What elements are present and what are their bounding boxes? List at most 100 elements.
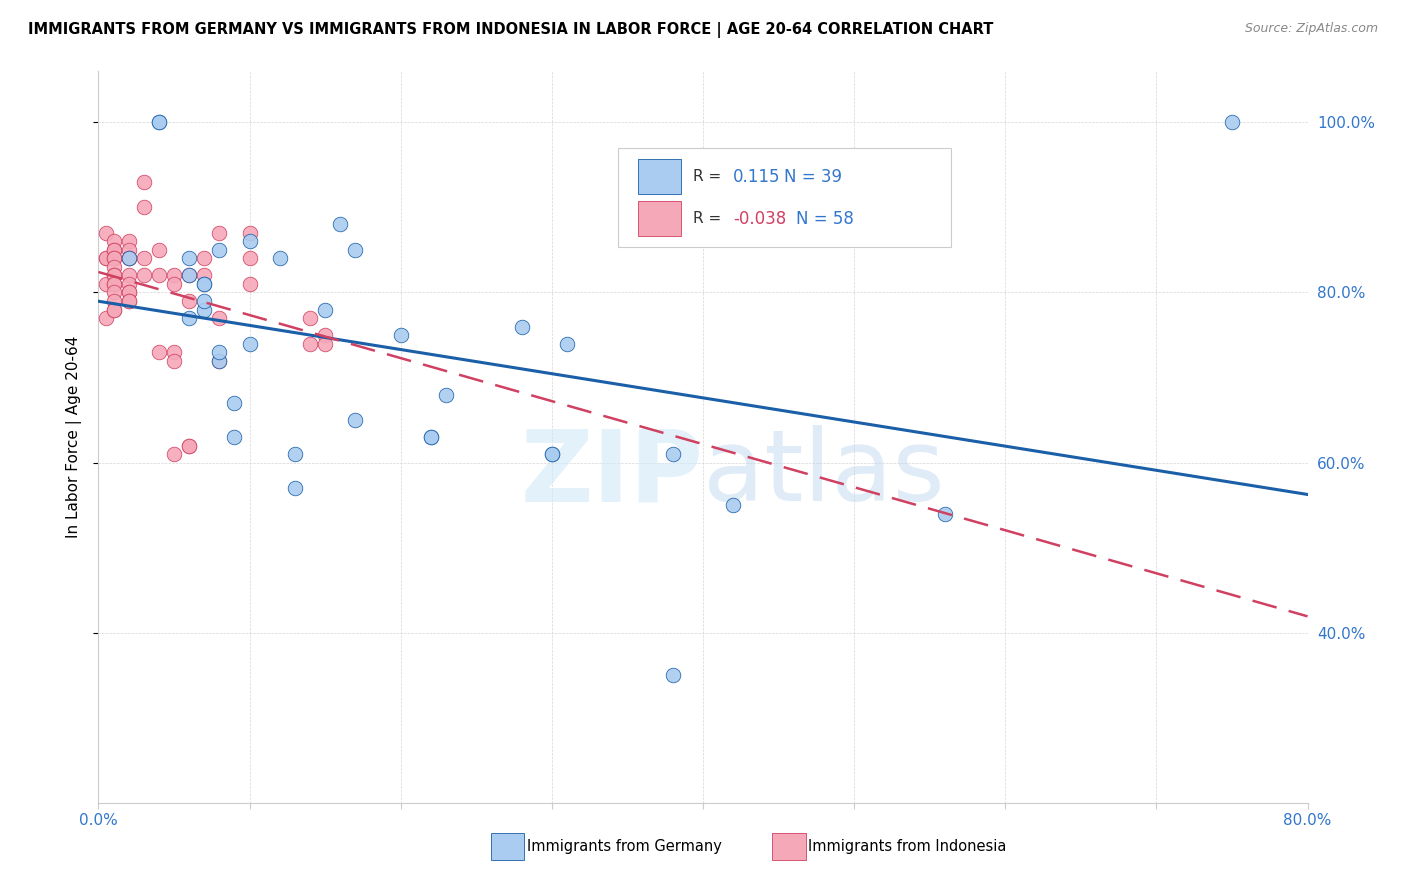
Point [163, 345, 186, 359]
Point [179, 439, 201, 453]
Point [299, 311, 322, 326]
Point [661, 668, 683, 682]
Point [299, 336, 322, 351]
Point [344, 413, 367, 427]
Text: ZIP: ZIP [520, 425, 703, 522]
Text: Source: ZipAtlas.com: Source: ZipAtlas.com [1244, 22, 1378, 36]
Point [118, 252, 141, 266]
Point [103, 252, 125, 266]
Point [179, 268, 201, 283]
Point [103, 285, 125, 300]
Point [118, 268, 141, 283]
Point [179, 293, 201, 308]
Point [103, 243, 125, 257]
Point [103, 293, 125, 308]
Point [179, 439, 201, 453]
Point [103, 268, 125, 283]
Text: Immigrants from Indonesia: Immigrants from Indonesia [808, 839, 1007, 854]
FancyBboxPatch shape [638, 159, 682, 194]
Point [132, 252, 155, 266]
Point [94, 226, 117, 240]
Point [193, 252, 215, 266]
Point [934, 507, 956, 521]
Point [239, 277, 262, 291]
Text: R =: R = [693, 211, 727, 226]
Point [389, 328, 412, 343]
Y-axis label: In Labor Force | Age 20-64: In Labor Force | Age 20-64 [66, 336, 83, 538]
Point [208, 353, 231, 368]
Text: 0.115: 0.115 [734, 168, 780, 186]
Point [118, 277, 141, 291]
Point [420, 430, 443, 444]
Point [103, 260, 125, 274]
Point [103, 277, 125, 291]
Point [510, 319, 533, 334]
Point [314, 328, 336, 343]
Point [148, 115, 170, 129]
Point [103, 302, 125, 317]
Point [723, 498, 745, 512]
Point [193, 268, 215, 283]
Point [208, 353, 231, 368]
Point [179, 311, 201, 326]
Point [118, 235, 141, 249]
Point [132, 268, 155, 283]
Text: N = 58: N = 58 [796, 210, 853, 227]
FancyBboxPatch shape [619, 148, 950, 247]
Point [208, 345, 231, 359]
Point [118, 285, 141, 300]
Point [132, 175, 155, 189]
Point [434, 387, 457, 401]
Point [179, 268, 201, 283]
Point [540, 447, 562, 461]
Point [163, 277, 186, 291]
Text: R =: R = [693, 169, 727, 184]
Point [314, 302, 336, 317]
Text: N = 39: N = 39 [785, 168, 842, 186]
Point [329, 218, 352, 232]
Point [193, 277, 215, 291]
Point [224, 430, 246, 444]
Point [118, 243, 141, 257]
Point [269, 252, 291, 266]
Point [193, 277, 215, 291]
Point [344, 243, 367, 257]
Point [193, 293, 215, 308]
Point [148, 268, 170, 283]
Point [661, 447, 683, 461]
Point [555, 336, 578, 351]
Point [103, 277, 125, 291]
Point [94, 311, 117, 326]
Point [94, 277, 117, 291]
Text: atlas: atlas [703, 425, 945, 522]
Point [103, 268, 125, 283]
Point [239, 252, 262, 266]
Point [239, 226, 262, 240]
Point [148, 115, 170, 129]
Point [148, 243, 170, 257]
FancyBboxPatch shape [638, 201, 682, 236]
Point [103, 243, 125, 257]
Point [540, 447, 562, 461]
Point [148, 345, 170, 359]
Point [94, 252, 117, 266]
Point [179, 252, 201, 266]
Point [163, 353, 186, 368]
Point [208, 243, 231, 257]
Point [103, 302, 125, 317]
Point [163, 268, 186, 283]
Point [118, 252, 141, 266]
Text: IMMIGRANTS FROM GERMANY VS IMMIGRANTS FROM INDONESIA IN LABOR FORCE | AGE 20-64 : IMMIGRANTS FROM GERMANY VS IMMIGRANTS FR… [28, 22, 994, 38]
Point [284, 481, 307, 495]
Point [118, 293, 141, 308]
Point [193, 302, 215, 317]
Point [224, 396, 246, 410]
Point [118, 293, 141, 308]
Point [103, 235, 125, 249]
Point [208, 311, 231, 326]
Text: Immigrants from Germany: Immigrants from Germany [527, 839, 723, 854]
Point [118, 285, 141, 300]
Point [284, 447, 307, 461]
Point [314, 336, 336, 351]
Point [239, 235, 262, 249]
